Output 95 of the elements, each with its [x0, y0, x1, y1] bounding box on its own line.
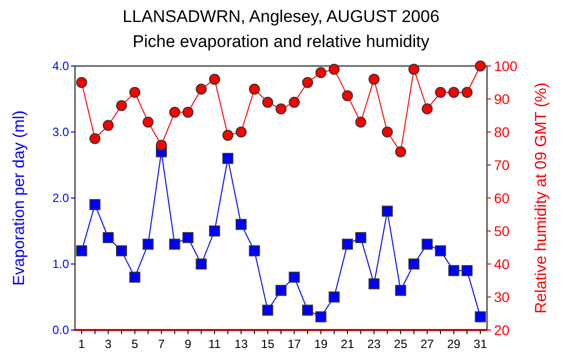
- point: [89, 133, 100, 144]
- x-tick-label: 11: [208, 337, 222, 351]
- y2-tick-label: 60: [494, 190, 510, 206]
- point: [474, 311, 486, 322]
- point: [408, 258, 420, 270]
- point: [248, 245, 260, 256]
- x-tick-label: 21: [340, 337, 354, 351]
- point: [129, 86, 140, 98]
- point: [368, 278, 380, 290]
- x-tick-label: 13: [234, 337, 248, 351]
- y2-tick-label: 80: [494, 124, 510, 140]
- point: [315, 67, 326, 78]
- y-tick-label: 2.0: [52, 191, 70, 205]
- point: [474, 60, 486, 72]
- point: [422, 238, 433, 250]
- y-tick-label: 1.0: [52, 257, 70, 271]
- x-tick-label: 29: [447, 337, 461, 351]
- y2-tick-label: 70: [494, 157, 510, 173]
- y-tick-label: 4.0: [52, 59, 70, 73]
- point: [182, 106, 194, 118]
- chart-subtitle: Piche evaporation and relative humidity: [132, 32, 430, 51]
- x-tick-label: 9: [184, 337, 192, 351]
- y2-tick-label: 20: [494, 322, 510, 338]
- x-tick-label: 7: [158, 337, 166, 351]
- point: [129, 272, 140, 283]
- point: [76, 245, 88, 256]
- point: [382, 126, 393, 138]
- point: [102, 232, 114, 244]
- point: [355, 232, 366, 244]
- point: [196, 258, 207, 270]
- point: [355, 116, 366, 128]
- point: [156, 140, 167, 151]
- point: [116, 245, 128, 256]
- point: [209, 74, 220, 85]
- point: [142, 238, 154, 250]
- y-tick-label: 0.0: [52, 323, 70, 337]
- point: [89, 199, 100, 210]
- point: [434, 86, 446, 98]
- point: [408, 64, 420, 75]
- point: [288, 272, 300, 283]
- point: [236, 126, 247, 138]
- point: [76, 77, 88, 88]
- y2-tick-label: 40: [494, 256, 510, 272]
- x-tick-label: 3: [104, 337, 112, 351]
- point: [462, 265, 473, 276]
- point: [328, 292, 340, 302]
- point: [302, 304, 314, 316]
- y2-tick-label: 90: [494, 91, 510, 107]
- point: [434, 245, 446, 256]
- point: [102, 120, 114, 131]
- chart-title: LLANSADWRN, Anglesey, AUGUST 2006: [122, 7, 440, 26]
- point: [222, 130, 234, 141]
- point: [448, 265, 460, 276]
- x-tick-label: 31: [474, 337, 488, 351]
- point: [169, 238, 180, 250]
- point: [116, 100, 128, 112]
- point: [395, 146, 406, 158]
- point: [342, 238, 353, 250]
- x-tick-label: 5: [131, 337, 138, 351]
- x-tick-label: 17: [288, 337, 302, 351]
- point: [368, 74, 380, 85]
- x-tick-label: 27: [420, 337, 434, 351]
- y-axis-title: Evaporation per day (ml): [11, 110, 28, 286]
- point: [142, 116, 154, 128]
- point: [395, 284, 406, 296]
- y2-tick-label: 100: [494, 58, 518, 74]
- point: [196, 84, 207, 95]
- x-tick-label: 19: [314, 337, 328, 351]
- point: [422, 103, 433, 114]
- point: [209, 226, 220, 236]
- point: [462, 86, 473, 98]
- point: [182, 232, 194, 244]
- point: [222, 152, 234, 164]
- x-tick-label: 1: [78, 337, 86, 351]
- x-tick-label: 25: [394, 337, 408, 351]
- y-tick-label: 3.0: [52, 125, 70, 139]
- point: [276, 284, 286, 296]
- y2-tick-label: 50: [494, 223, 510, 239]
- y2-axis-title: Relative humidity at 09 GMT (%): [533, 82, 550, 314]
- point: [315, 311, 326, 322]
- point: [248, 84, 260, 95]
- point: [448, 86, 460, 98]
- point: [342, 90, 353, 102]
- x-tick-label: 23: [367, 337, 382, 351]
- x-tick-label: 15: [261, 337, 275, 351]
- point: [262, 96, 274, 108]
- point: [328, 64, 340, 75]
- point: [302, 77, 314, 88]
- point: [262, 304, 274, 316]
- point: [382, 206, 393, 217]
- y2-tick-label: 30: [494, 289, 510, 305]
- point: [169, 106, 180, 118]
- point: [236, 218, 247, 230]
- point: [288, 96, 300, 108]
- point: [276, 103, 286, 114]
